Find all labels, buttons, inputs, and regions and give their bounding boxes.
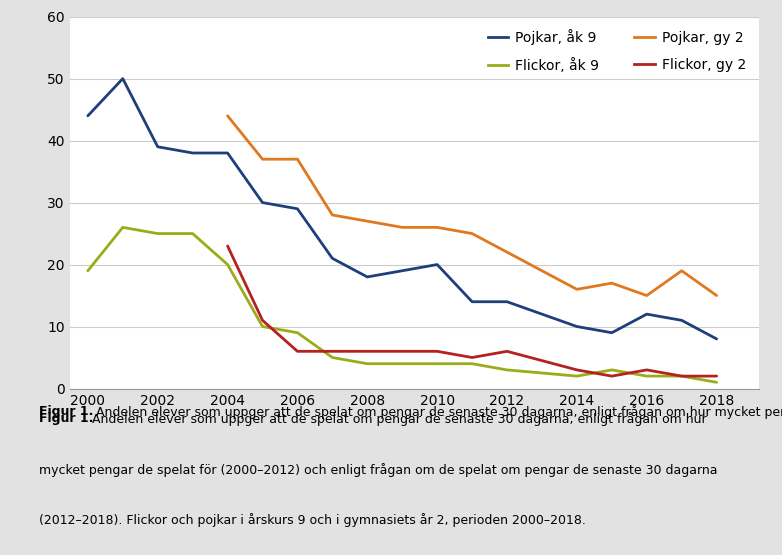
Flickor, åk 9 bbox=[468, 360, 477, 367]
Flickor, gy 2 bbox=[607, 373, 616, 380]
Flickor, gy 2 bbox=[328, 348, 337, 355]
Flickor, gy 2 bbox=[363, 348, 372, 355]
Pojkar, åk 9 bbox=[328, 255, 337, 261]
Pojkar, åk 9 bbox=[607, 329, 616, 336]
Pojkar, åk 9 bbox=[153, 144, 163, 150]
Text: mycket pengar de spelat för (2000–2012) och enligt frågan om de spelat om pengar: mycket pengar de spelat för (2000–2012) … bbox=[39, 463, 718, 477]
Pojkar, gy 2 bbox=[328, 211, 337, 218]
Flickor, gy 2 bbox=[572, 366, 582, 373]
Pojkar, gy 2 bbox=[677, 268, 687, 274]
Pojkar, gy 2 bbox=[607, 280, 616, 286]
Flickor, åk 9 bbox=[188, 230, 197, 237]
Flickor, åk 9 bbox=[572, 373, 582, 380]
Flickor, åk 9 bbox=[712, 379, 721, 386]
Flickor, åk 9 bbox=[223, 261, 232, 268]
Pojkar, gy 2 bbox=[468, 230, 477, 237]
Pojkar, åk 9 bbox=[118, 75, 127, 82]
Pojkar, åk 9 bbox=[677, 317, 687, 324]
Flickor, åk 9 bbox=[607, 366, 616, 373]
Flickor, åk 9 bbox=[397, 360, 407, 367]
Text: Figur 1.: Figur 1. bbox=[39, 412, 94, 425]
Pojkar, åk 9 bbox=[292, 205, 302, 212]
Pojkar, åk 9 bbox=[468, 299, 477, 305]
Text: (2012–2018). Flickor och pojkar i årskurs 9 och i gymnasiets år 2, perioden 2000: (2012–2018). Flickor och pojkar i årskur… bbox=[39, 513, 586, 527]
Flickor, gy 2 bbox=[223, 243, 232, 249]
Text: Andelen elever som uppger att de spelat om pengar de senaste 30 dagarna, enligt : Andelen elever som uppger att de spelat … bbox=[92, 405, 782, 419]
Pojkar, gy 2 bbox=[397, 224, 407, 231]
Pojkar, åk 9 bbox=[502, 299, 511, 305]
Line: Flickor, gy 2: Flickor, gy 2 bbox=[228, 246, 716, 376]
Pojkar, gy 2 bbox=[642, 292, 651, 299]
Flickor, gy 2 bbox=[432, 348, 442, 355]
Flickor, gy 2 bbox=[468, 354, 477, 361]
Pojkar, åk 9 bbox=[712, 336, 721, 342]
Text: Figur 1.: Figur 1. bbox=[39, 405, 94, 418]
Flickor, åk 9 bbox=[292, 329, 302, 336]
Pojkar, gy 2 bbox=[258, 156, 267, 163]
Pojkar, åk 9 bbox=[432, 261, 442, 268]
Flickor, gy 2 bbox=[292, 348, 302, 355]
Pojkar, gy 2 bbox=[223, 113, 232, 119]
Flickor, gy 2 bbox=[397, 348, 407, 355]
Pojkar, åk 9 bbox=[223, 150, 232, 157]
Pojkar, åk 9 bbox=[258, 199, 267, 206]
Pojkar, åk 9 bbox=[642, 311, 651, 317]
Flickor, gy 2 bbox=[258, 317, 267, 324]
Pojkar, gy 2 bbox=[502, 249, 511, 255]
Pojkar, åk 9 bbox=[572, 323, 582, 330]
Flickor, åk 9 bbox=[432, 360, 442, 367]
Line: Pojkar, åk 9: Pojkar, åk 9 bbox=[88, 79, 716, 339]
Pojkar, åk 9 bbox=[397, 268, 407, 274]
Flickor, gy 2 bbox=[677, 373, 687, 380]
Pojkar, åk 9 bbox=[188, 150, 197, 157]
Text: Andelen elever som uppger att de spelat om pengar de senaste 30 dagarna, enligt : Andelen elever som uppger att de spelat … bbox=[91, 412, 706, 426]
Flickor, gy 2 bbox=[502, 348, 511, 355]
Flickor, åk 9 bbox=[258, 323, 267, 330]
Line: Flickor, åk 9: Flickor, åk 9 bbox=[88, 228, 716, 382]
Flickor, åk 9 bbox=[502, 366, 511, 373]
Flickor, åk 9 bbox=[363, 360, 372, 367]
Legend: Pojkar, åk 9, Flickor, åk 9, Pojkar, gy 2, Flickor, gy 2: Pojkar, åk 9, Flickor, åk 9, Pojkar, gy … bbox=[482, 24, 752, 78]
Flickor, gy 2 bbox=[642, 366, 651, 373]
Flickor, åk 9 bbox=[677, 373, 687, 380]
Flickor, åk 9 bbox=[118, 224, 127, 231]
Flickor, åk 9 bbox=[642, 373, 651, 380]
Pojkar, gy 2 bbox=[572, 286, 582, 292]
Pojkar, gy 2 bbox=[712, 292, 721, 299]
Pojkar, åk 9 bbox=[83, 113, 92, 119]
Pojkar, åk 9 bbox=[363, 274, 372, 280]
Line: Pojkar, gy 2: Pojkar, gy 2 bbox=[228, 116, 716, 295]
Flickor, gy 2 bbox=[712, 373, 721, 380]
Pojkar, gy 2 bbox=[432, 224, 442, 231]
Flickor, åk 9 bbox=[328, 354, 337, 361]
Pojkar, gy 2 bbox=[292, 156, 302, 163]
Flickor, åk 9 bbox=[83, 268, 92, 274]
Flickor, åk 9 bbox=[153, 230, 163, 237]
Pojkar, gy 2 bbox=[363, 218, 372, 225]
